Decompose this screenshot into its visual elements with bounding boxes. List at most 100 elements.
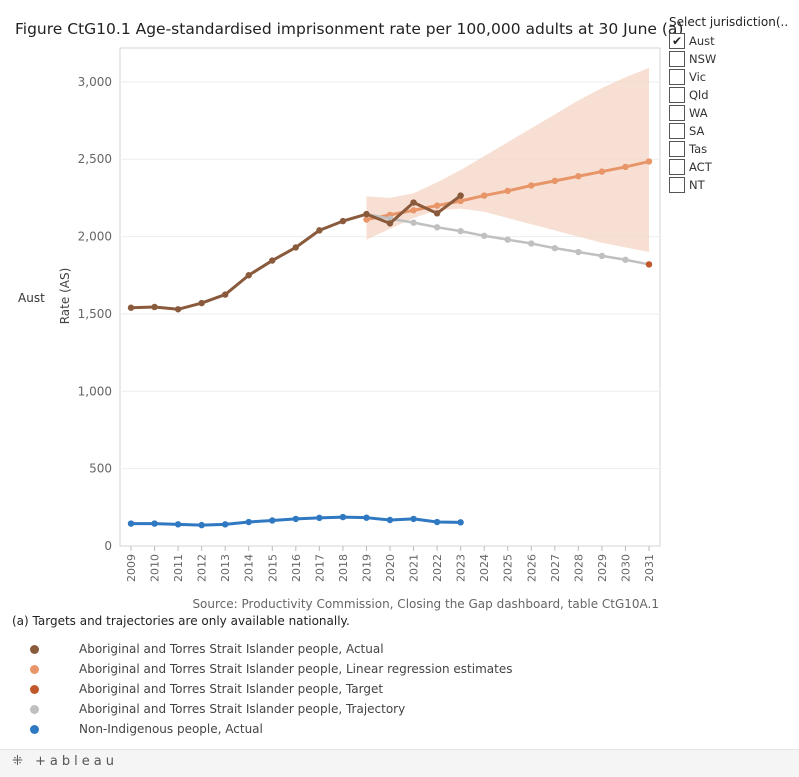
x-tick-label: 2030	[619, 554, 632, 582]
checkbox[interactable]	[669, 123, 685, 139]
filter-option-wa[interactable]: WA	[669, 104, 797, 122]
x-tick-label: 2011	[172, 554, 185, 582]
checkbox[interactable]	[669, 105, 685, 121]
jurisdiction-filter-list: ✔ Aust NSW Vic Qld WA SA Tas ACT NT	[669, 32, 797, 194]
data-point	[339, 513, 347, 521]
data-point	[221, 291, 229, 298]
tableau-footer: ⁜ +ableau	[0, 749, 799, 777]
data-point	[410, 199, 417, 206]
y-tick-label: 1,500	[78, 307, 112, 321]
data-point	[575, 173, 582, 180]
checkbox[interactable]	[669, 87, 685, 103]
x-tick-label: 2023	[455, 554, 468, 582]
checkbox[interactable]	[669, 141, 685, 157]
data-point	[457, 192, 464, 199]
data-point	[504, 236, 511, 243]
filter-option-aust[interactable]: ✔ Aust	[669, 32, 797, 50]
y-tick-label: 3,000	[78, 75, 112, 89]
row-header-label: Aust	[18, 291, 45, 305]
data-point	[198, 521, 205, 529]
legend-item-non-indigenous[interactable]: Non-Indigenous people, Actual	[30, 719, 512, 739]
x-tick-label: 2013	[219, 554, 232, 582]
legend-marker	[30, 664, 39, 674]
data-point	[151, 303, 158, 311]
data-point	[410, 515, 417, 523]
filter-option-vic[interactable]: Vic	[669, 68, 797, 86]
data-point	[386, 516, 394, 524]
filter-option-sa[interactable]: SA	[669, 122, 797, 140]
data-point	[174, 306, 182, 313]
x-tick-label: 2029	[596, 554, 609, 582]
data-point	[269, 257, 276, 264]
filter-option-nt[interactable]: NT	[669, 176, 797, 194]
data-point	[174, 521, 182, 528]
x-tick-label: 2026	[525, 554, 538, 582]
x-tick-label: 2012	[196, 554, 209, 582]
data-point	[598, 252, 606, 260]
x-tick-label: 2022	[431, 554, 444, 582]
line-chart: 0 500 1,000 1,500 2,000 2,500 3,000 2009 2010 201…	[78, 47, 661, 582]
data-point	[551, 244, 559, 252]
data-point	[410, 207, 417, 214]
legend-item-regression[interactable]: Aboriginal and Torres Strait Islander pe…	[30, 659, 512, 679]
data-point	[127, 304, 135, 311]
x-tick-label: 2018	[337, 554, 350, 582]
y-tick-label: 2,500	[78, 152, 112, 166]
checkbox[interactable]	[669, 69, 685, 85]
filter-option-nsw[interactable]: NSW	[669, 50, 797, 68]
filter-option-act[interactable]: ACT	[669, 158, 797, 176]
x-tick-label: 2015	[266, 554, 279, 582]
data-point	[433, 210, 441, 217]
data-point	[622, 163, 629, 171]
source-note: Source: Productivity Commission, Closing…	[192, 597, 659, 611]
tableau-logo[interactable]: ⁜ +ableau	[12, 754, 118, 769]
filter-option-qld[interactable]: Qld	[669, 86, 797, 104]
data-point	[363, 210, 370, 218]
x-tick-label: 2010	[149, 554, 162, 582]
data-point	[575, 248, 582, 256]
checkbox[interactable]	[669, 159, 685, 175]
data-point	[433, 518, 441, 526]
data-point	[292, 515, 300, 523]
x-tick-label: 2020	[384, 554, 397, 582]
legend-item-trajectory[interactable]: Aboriginal and Torres Strait Islander pe…	[30, 699, 512, 719]
legend-marker	[30, 724, 39, 734]
regression-estimate-band	[366, 67, 649, 253]
data-point	[480, 232, 488, 239]
checkbox[interactable]: ✔	[669, 33, 685, 49]
data-point	[386, 220, 394, 227]
legend-marker	[30, 704, 39, 714]
x-tick-label: 2028	[572, 554, 585, 582]
footnote: (a) Targets and trajectories are only av…	[12, 614, 350, 628]
data-point	[339, 217, 347, 225]
filter-option-tas[interactable]: Tas	[669, 140, 797, 158]
x-tick-label: 2024	[478, 554, 491, 582]
y-tick-label: 2,000	[78, 230, 112, 244]
chart-title: Figure CtG10.1 Age-standardised imprison…	[15, 20, 684, 38]
y-tick-label: 0	[104, 539, 112, 553]
checkbox[interactable]	[669, 177, 685, 193]
data-point	[457, 197, 464, 205]
data-point	[504, 187, 511, 195]
data-point	[292, 244, 300, 251]
x-tick-label: 2025	[502, 554, 515, 582]
data-point	[316, 227, 323, 234]
data-point	[645, 261, 653, 268]
data-point	[528, 240, 535, 247]
x-tick-label: 2009	[125, 554, 138, 582]
data-point	[363, 216, 370, 223]
y-tick-label: 1,000	[78, 384, 112, 398]
data-point	[622, 256, 629, 263]
data-point	[151, 520, 158, 527]
data-point	[457, 227, 464, 235]
data-point	[269, 517, 276, 524]
data-point	[645, 158, 653, 165]
x-tick-label: 2027	[549, 554, 562, 582]
data-point	[480, 192, 488, 199]
legend-item-actual[interactable]: Aboriginal and Torres Strait Islander pe…	[30, 639, 512, 659]
legend-item-target[interactable]: Aboriginal and Torres Strait Islander pe…	[30, 679, 512, 699]
checkbox[interactable]	[669, 51, 685, 67]
data-point	[457, 519, 464, 526]
x-tick-label: 2021	[408, 554, 421, 582]
data-point	[245, 272, 252, 279]
